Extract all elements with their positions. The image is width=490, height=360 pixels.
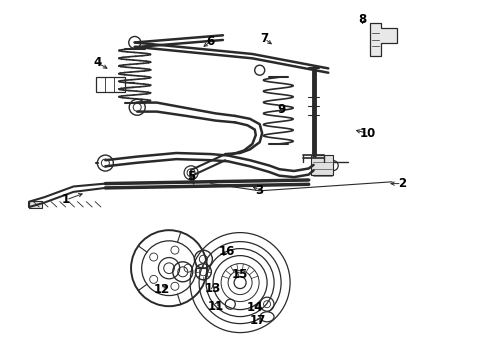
Text: 5: 5 bbox=[187, 170, 195, 183]
Text: 10: 10 bbox=[359, 127, 376, 140]
Bar bbox=[311, 155, 333, 175]
Text: 2: 2 bbox=[398, 177, 406, 190]
Text: 16: 16 bbox=[218, 245, 235, 258]
Text: 3: 3 bbox=[256, 184, 264, 197]
Text: 14: 14 bbox=[246, 301, 263, 314]
Ellipse shape bbox=[260, 312, 274, 322]
Text: 15: 15 bbox=[232, 268, 248, 281]
Text: 6: 6 bbox=[207, 35, 215, 48]
Text: 8: 8 bbox=[359, 13, 367, 26]
Text: 12: 12 bbox=[153, 283, 170, 296]
Text: 4: 4 bbox=[94, 57, 102, 69]
Text: 1: 1 bbox=[62, 193, 70, 206]
Text: 9: 9 bbox=[278, 103, 286, 116]
Polygon shape bbox=[370, 23, 397, 56]
Bar bbox=[29, 201, 42, 208]
Text: 17: 17 bbox=[250, 314, 267, 327]
Bar bbox=[96, 77, 125, 92]
Text: 13: 13 bbox=[205, 282, 221, 294]
Text: 11: 11 bbox=[207, 300, 224, 312]
Text: 7: 7 bbox=[261, 32, 269, 45]
